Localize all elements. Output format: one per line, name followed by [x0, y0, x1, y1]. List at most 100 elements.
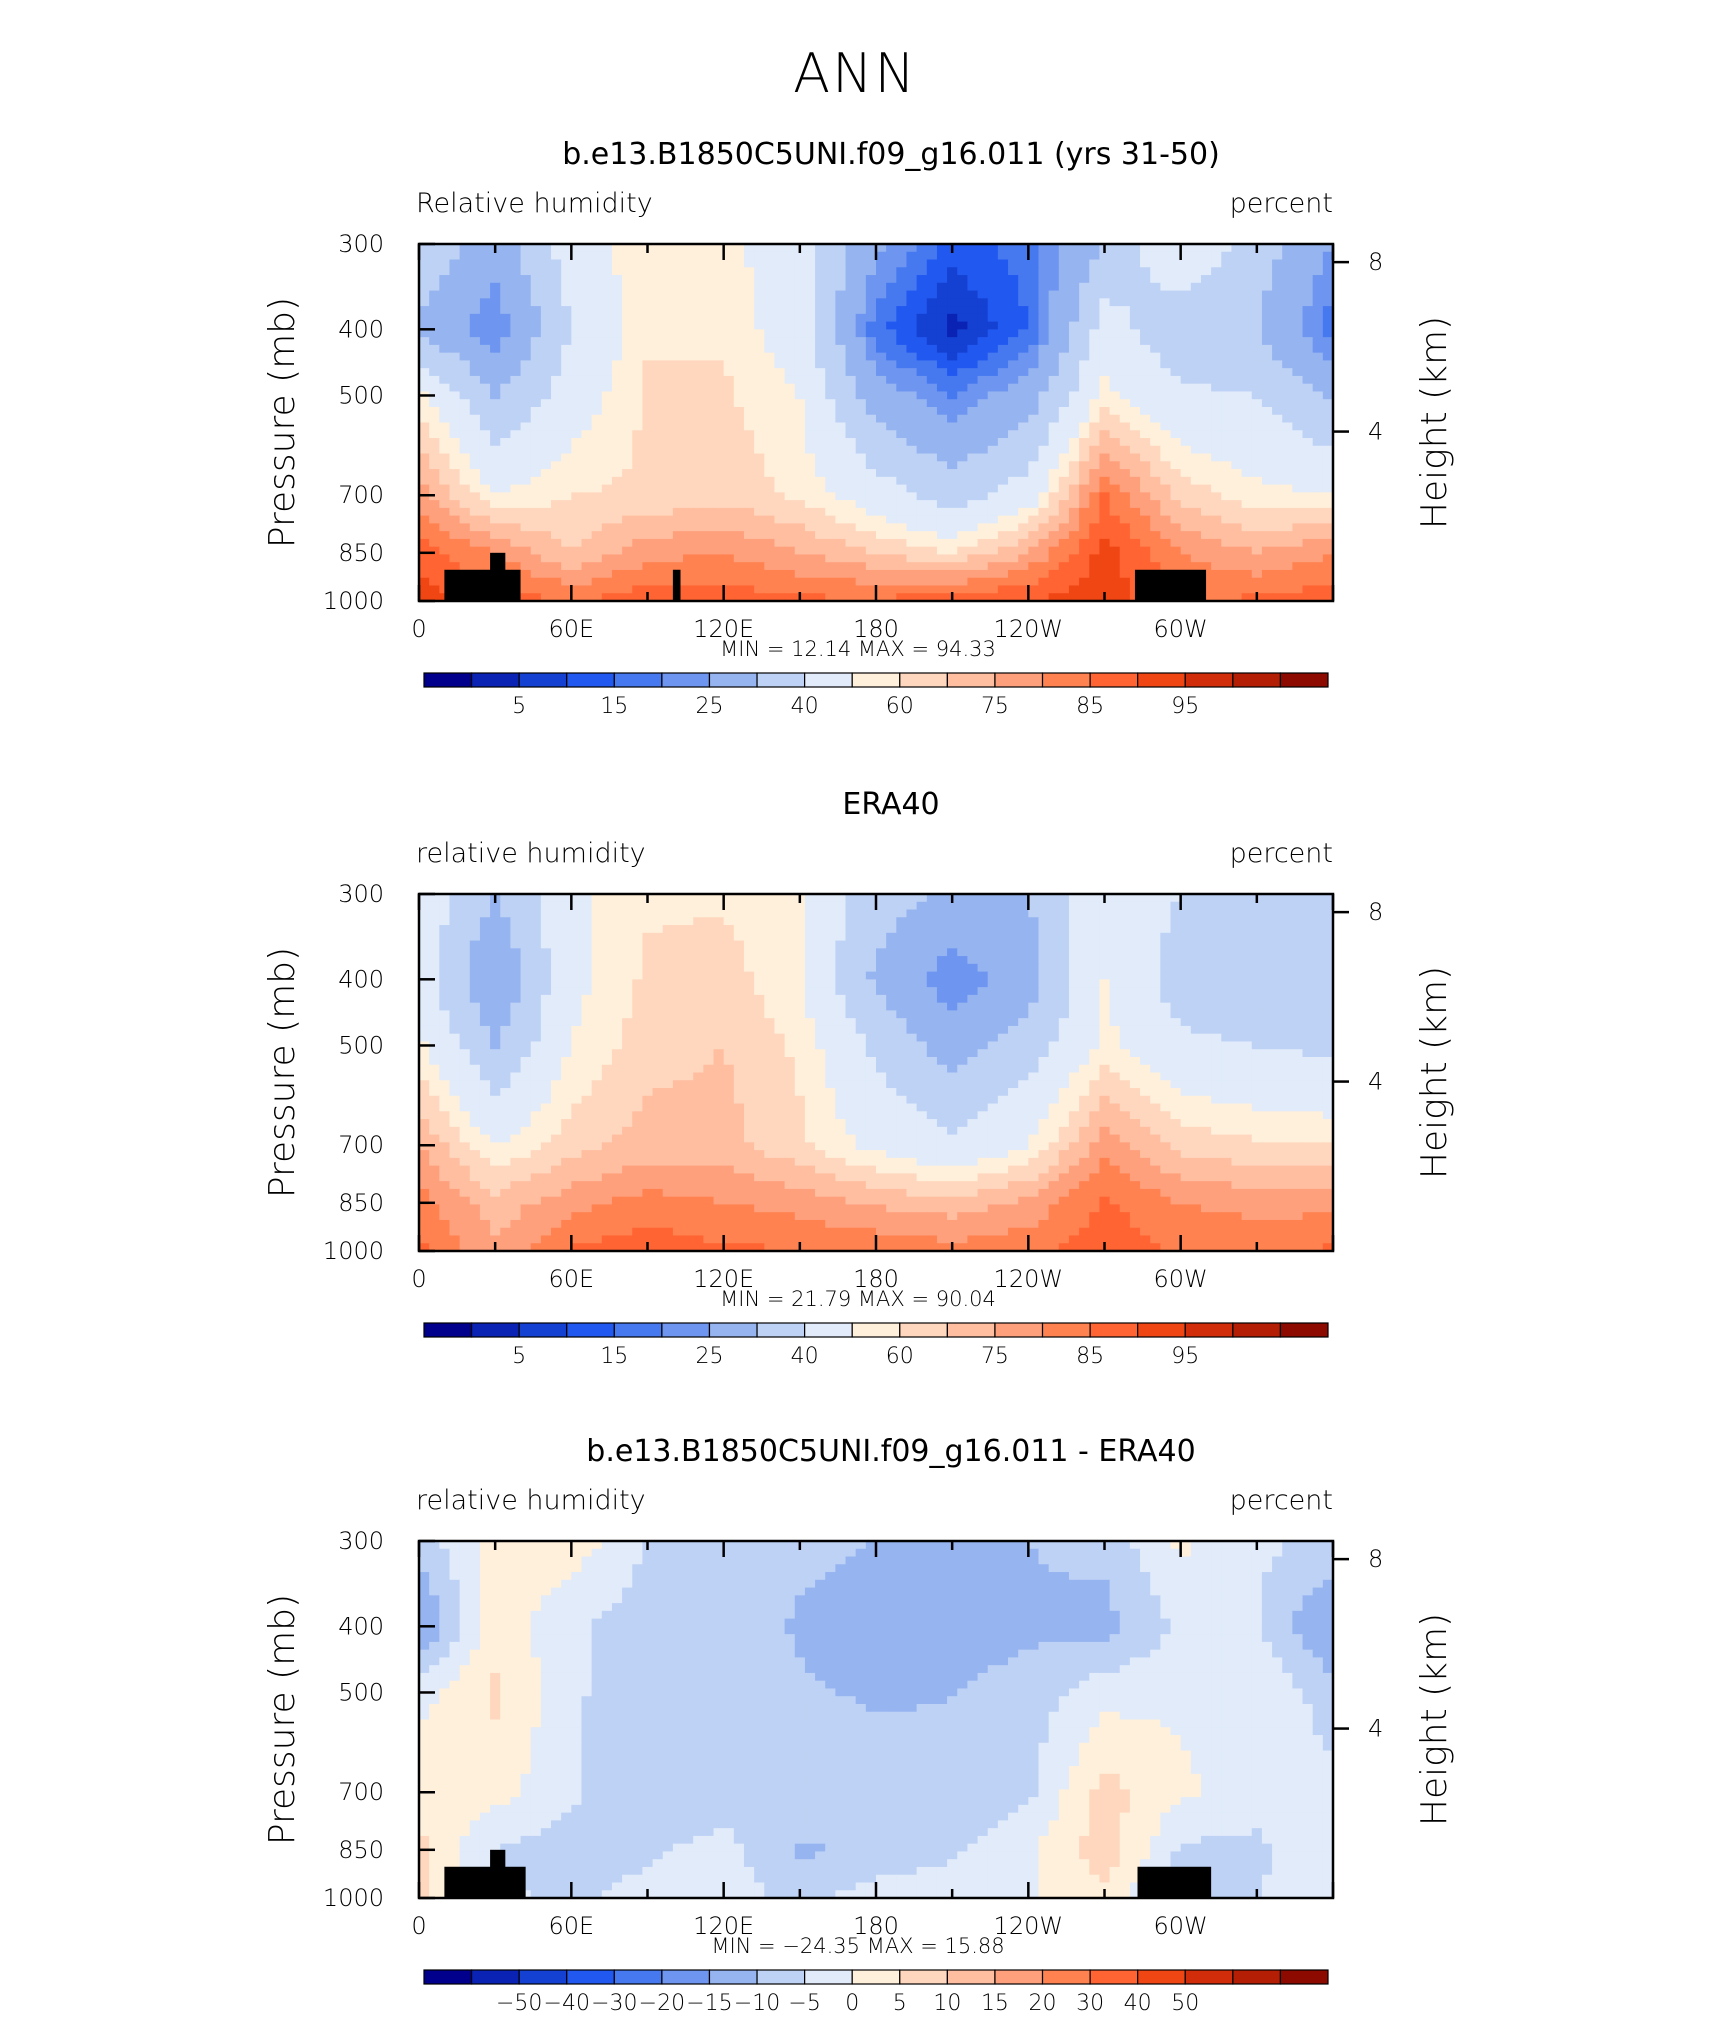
- contour-cell: [1129, 909, 1141, 918]
- contour-cell: [1079, 476, 1090, 486]
- contour-cell: [581, 894, 593, 903]
- contour-cell: [561, 940, 572, 949]
- contour-cell: [591, 368, 603, 377]
- contour-cell: [896, 909, 908, 918]
- contour-cell: [957, 500, 968, 509]
- contour-cell: [601, 383, 613, 393]
- contour-cell: [429, 500, 440, 509]
- contour-cell: [916, 438, 928, 447]
- contour-cell: [469, 352, 481, 362]
- contour-cell: [794, 422, 806, 431]
- contour-cell: [479, 461, 491, 470]
- contour-cell: [1099, 430, 1111, 439]
- contour-cell: [876, 391, 887, 400]
- contour-cell: [469, 940, 481, 949]
- contour-cell: [1028, 901, 1040, 911]
- contour-cell: [835, 909, 847, 918]
- contour-cell: [1068, 430, 1080, 439]
- contour-cell: [662, 948, 674, 957]
- contour-cell: [429, 956, 440, 965]
- contour-cell: [540, 562, 552, 571]
- contour-cell: [1322, 375, 1334, 385]
- contour-cell: [1251, 267, 1263, 276]
- contour-cell: [825, 244, 836, 253]
- contour-cell: [825, 352, 836, 362]
- contour-cell: [1048, 476, 1060, 486]
- contour-cell: [1272, 290, 1283, 299]
- contour-cell: [1200, 932, 1212, 942]
- contour-cell: [1211, 577, 1222, 587]
- contour-cell: [865, 406, 877, 416]
- contour-cell: [530, 894, 542, 903]
- contour-cell: [906, 901, 918, 911]
- contour-cell: [794, 360, 806, 369]
- contour-cell: [1272, 352, 1283, 362]
- contour-cell: [987, 925, 999, 934]
- contour-cell: [1251, 399, 1263, 408]
- contour-cell: [571, 282, 583, 292]
- contour-cell: [865, 956, 877, 965]
- contour-cell: [713, 360, 725, 369]
- contour-cell: [1079, 593, 1090, 602]
- contour-cell: [1038, 251, 1050, 261]
- contour-cell: [1170, 251, 1182, 261]
- contour-cell: [1099, 344, 1111, 354]
- contour-cell: [743, 577, 755, 587]
- contour-cell: [906, 585, 918, 594]
- contour-cell: [1241, 562, 1253, 571]
- contour-cell: [764, 531, 776, 540]
- contour-cell: [723, 523, 735, 532]
- contour-cell: [1231, 244, 1243, 253]
- contour-cell: [1170, 399, 1182, 408]
- contour-cell: [825, 940, 836, 949]
- contour-cell: [743, 476, 755, 486]
- contour-cell: [743, 406, 755, 416]
- contour-cell: [1109, 313, 1121, 323]
- contour-cell: [1160, 925, 1172, 934]
- contour-cell: [835, 461, 847, 470]
- contour-cell: [1322, 453, 1334, 462]
- contour-cell: [652, 306, 664, 315]
- contour-cell: [652, 531, 664, 540]
- contour-cell: [886, 430, 897, 439]
- contour-cell: [967, 894, 979, 903]
- contour-cell: [500, 500, 511, 509]
- contour-cell: [764, 554, 776, 563]
- contour-cell: [896, 329, 908, 338]
- contour-cell: [581, 399, 593, 408]
- contour-cell: [622, 554, 633, 563]
- contour-cell: [916, 275, 928, 284]
- contour-cell: [967, 282, 979, 292]
- contour-cell: [896, 406, 908, 416]
- contour-cell: [1170, 298, 1182, 307]
- contour-cell: [896, 430, 908, 439]
- contour-cell: [551, 244, 562, 253]
- contour-cell: [936, 461, 948, 470]
- contour-cell: [520, 461, 532, 470]
- contour-cell: [551, 917, 562, 926]
- contour-cell: [1008, 344, 1019, 354]
- contour-cell: [591, 259, 603, 268]
- contour-cell: [1140, 901, 1151, 911]
- contour-cell: [1302, 554, 1314, 563]
- contour-cell: [632, 244, 644, 253]
- contour-cell: [987, 329, 999, 338]
- contour-cell: [632, 290, 644, 299]
- contour-cell: [1322, 368, 1334, 377]
- contour-cell: [1312, 500, 1324, 509]
- contour-cell: [1302, 569, 1314, 579]
- contour-cell: [1302, 593, 1314, 602]
- contour-cell: [764, 925, 776, 934]
- contour-cell: [997, 259, 1009, 268]
- contour-cell: [997, 531, 1009, 540]
- contour-cell: [926, 538, 938, 548]
- contour-cell: [540, 523, 552, 532]
- contour-cell: [1231, 453, 1243, 462]
- contour-cell: [571, 383, 583, 393]
- contour-cell: [1140, 461, 1151, 470]
- contour-cell: [1119, 267, 1131, 276]
- contour-cell: [1119, 554, 1131, 563]
- contour-cell: [703, 453, 715, 462]
- contour-cell: [1322, 901, 1334, 911]
- contour-cell: [530, 500, 542, 509]
